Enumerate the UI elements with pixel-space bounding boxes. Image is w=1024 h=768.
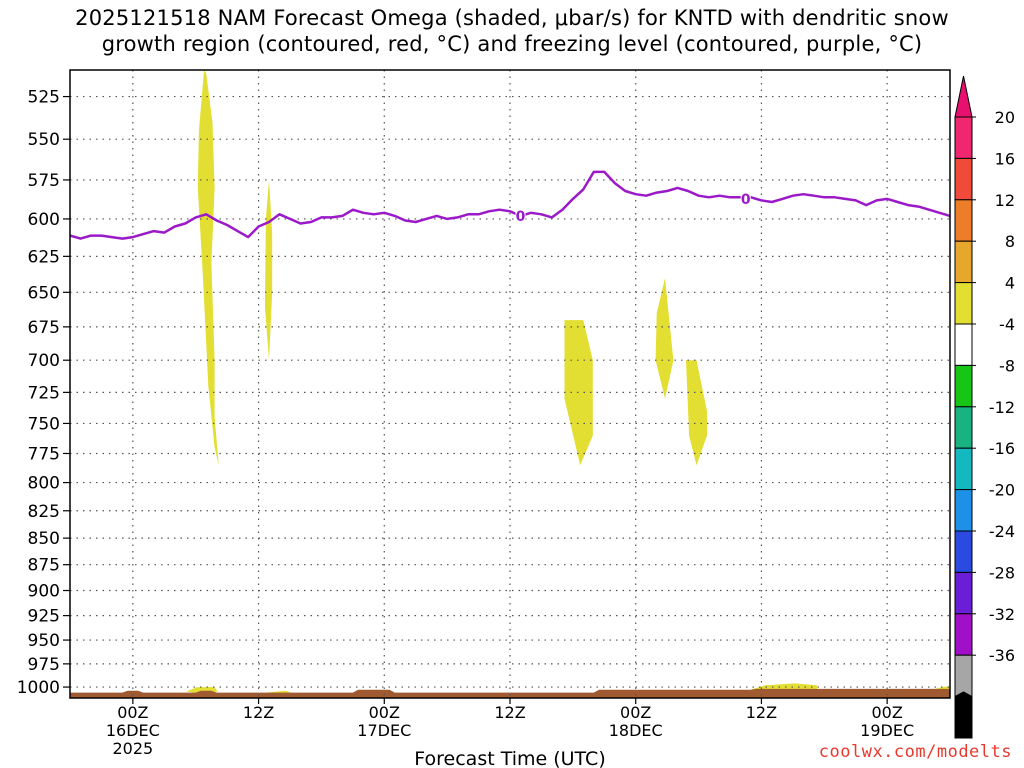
ytick-label-675: 675 [28, 318, 60, 338]
xtick-year-1: 2025 [112, 739, 153, 758]
omega-area-1 [197, 70, 219, 466]
colorbar-swatch-12 [954, 571, 973, 615]
colorbar-label-7: -8 [999, 356, 1015, 375]
ytick-label-725: 725 [28, 383, 60, 403]
colorbar-swatch-4 [954, 240, 973, 284]
xtick-label-2: 12Z [243, 703, 274, 722]
colorbar-swatch-3 [954, 199, 973, 242]
ytick-label-800: 800 [28, 474, 60, 494]
terrain-layer [70, 688, 950, 698]
colorbar-swatch-2 [954, 157, 973, 201]
contour-label-2: 0 [741, 192, 751, 208]
x-axis-label: Forecast Time (UTC) [414, 748, 605, 768]
ytick-label-900: 900 [28, 582, 60, 602]
colorbar-label-5: 4 [1005, 274, 1015, 293]
omega-area-5 [686, 360, 707, 466]
xtick-date-3: 17DEC [357, 721, 411, 740]
ytick-label-575: 575 [28, 171, 60, 191]
ytick-label-1000: 1000 [17, 678, 60, 698]
xtick-label-3: 00Z [369, 703, 400, 722]
omega-area-8 [749, 683, 817, 691]
colorbar-swatch-11 [954, 530, 973, 573]
ytick-label-925: 925 [28, 607, 60, 627]
omega-area-2 [264, 179, 273, 361]
colorbar: 20 16 12 8 4 -4 -8 -12 -16 -20 -24 -28 -32 -36 [954, 75, 1015, 739]
contour-label-1: 0 [516, 209, 526, 225]
xtick-label-5: 00Z [620, 703, 651, 722]
colorbar-label-9: -16 [989, 439, 1015, 458]
ytick-label-525: 525 [28, 88, 60, 108]
colorbar-swatch-1 [954, 116, 973, 159]
colorbar-label-10: -20 [989, 481, 1015, 500]
chart-title-line-2: growth region (contoured, red, °C) and f… [101, 32, 923, 56]
colorbar-label-11: -24 [989, 522, 1015, 541]
colorbar-label-8: -12 [989, 398, 1015, 417]
colorbar-swatch-9 [954, 447, 973, 491]
colorbar-swatch-14 [954, 654, 973, 698]
colorbar-label-14: -36 [989, 646, 1015, 665]
colorbar-label-1: 20 [995, 108, 1015, 127]
colorbar-label-12: -28 [989, 563, 1015, 582]
colorbar-label-3: 12 [995, 191, 1015, 210]
colorbar-swatch-6 [954, 323, 973, 366]
colorbar-swatch-10 [954, 489, 973, 532]
ytick-label-650: 650 [28, 283, 60, 303]
site-credit: coolwx.com/modelts [818, 742, 1012, 762]
omega-area-4 [655, 278, 674, 399]
ytick-label-750: 750 [28, 414, 60, 434]
xtick-label-1: 00Z [117, 703, 148, 722]
ytick-label-550: 550 [28, 130, 60, 150]
ytick-label-875: 875 [28, 556, 60, 576]
colorbar-top-arrow [954, 75, 973, 118]
xtick-label-7: 00Z [871, 703, 902, 722]
omega-shading-layer [186, 70, 950, 694]
colorbar-bottom-arrow [954, 691, 973, 698]
ytick-label-775: 775 [28, 444, 60, 464]
contour-label-bg-1 [515, 207, 526, 223]
colorbar-label-6: -4 [999, 315, 1015, 334]
ytick-label-950: 950 [28, 631, 60, 651]
freezing-level-line [69, 170, 951, 240]
omega-area-3 [564, 320, 593, 466]
colorbar-swatch-8 [954, 406, 973, 449]
ytick-label-850: 850 [28, 529, 60, 549]
xtick-date-7: 19DEC [860, 721, 914, 740]
xtick-label-4: 12Z [494, 703, 525, 722]
terrain-fill [70, 688, 950, 698]
colorbar-swatch-15 [954, 696, 973, 739]
xtick-label-6: 12Z [746, 703, 777, 722]
xtick-date-1: 16DEC [106, 721, 160, 740]
colorbar-swatch-5 [954, 282, 973, 325]
freezing-level-layer: 00 [69, 170, 951, 240]
ytick-label-825: 825 [28, 502, 60, 522]
contour-label-bg-2 [740, 190, 751, 206]
ytick-label-600: 600 [28, 210, 60, 230]
colorbar-label-13: -32 [989, 605, 1015, 624]
ytick-label-700: 700 [28, 351, 60, 371]
grid-layer [70, 70, 950, 698]
ytick-label-625: 625 [28, 247, 60, 267]
colorbar-swatch-7 [954, 364, 973, 408]
y-axis: 525 550 575 600 625 650 675 700 725 750 775 800 825 8… [17, 88, 70, 698]
chart-title-line-1: 2025121518 NAM Forecast Omega (shaded, μ… [75, 6, 949, 30]
ytick-label-975: 975 [28, 655, 60, 675]
colorbar-swatch-13 [954, 613, 973, 656]
colorbar-label-2: 16 [995, 149, 1015, 168]
xtick-date-5: 18DEC [609, 721, 663, 740]
colorbar-label-4: 8 [1005, 232, 1015, 251]
